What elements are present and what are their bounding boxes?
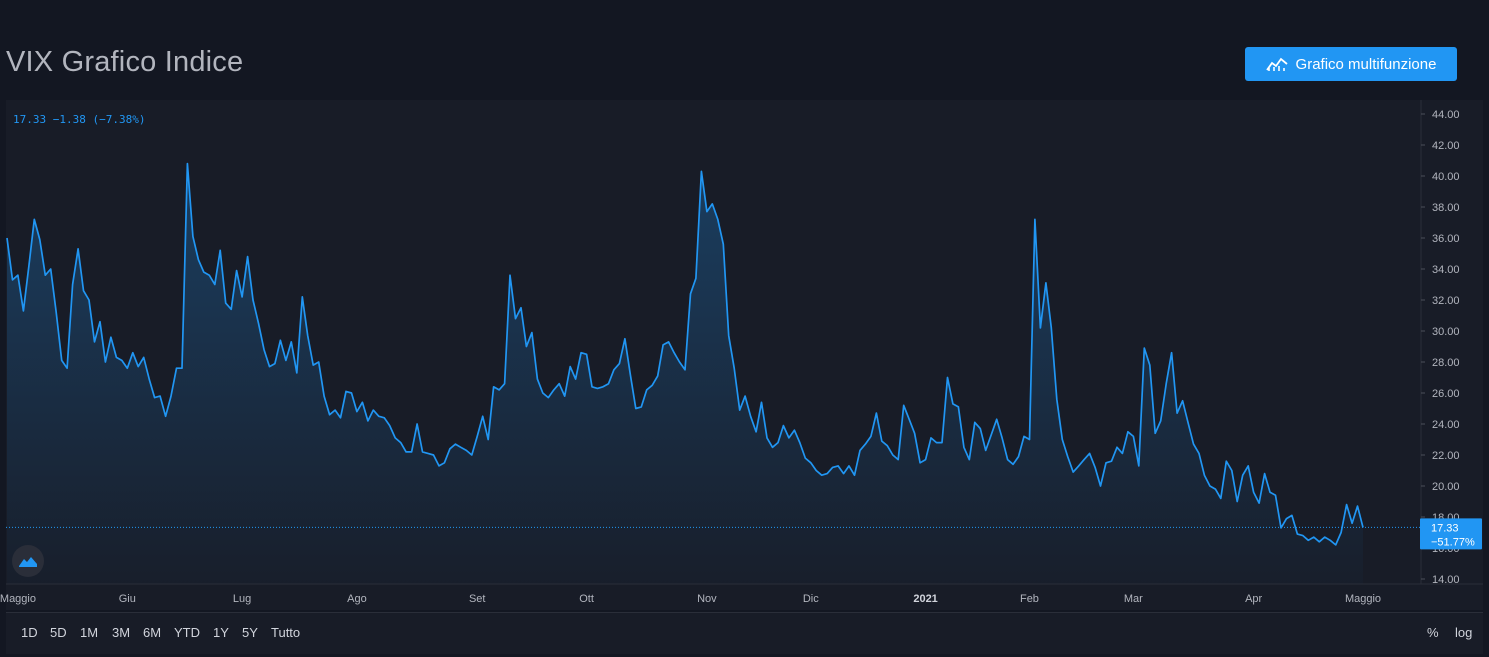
range-3m-button[interactable]: 3M: [112, 625, 131, 640]
y-tick-label: 32.00: [1432, 295, 1460, 307]
range-all-button[interactable]: Tutto: [271, 625, 301, 640]
x-tick-label: Dic: [803, 593, 819, 605]
y-tick-label: 24.00: [1432, 419, 1460, 431]
y-tick-label: 40.00: [1432, 171, 1460, 183]
range-5d-button[interactable]: 5D: [50, 625, 67, 640]
last-price-value: 17.33: [1431, 522, 1459, 534]
series-line: [6, 162, 1364, 546]
x-tick-label: Nov: [697, 593, 717, 605]
x-tick-label: Giu: [119, 593, 136, 605]
series-area: [7, 163, 1363, 584]
percent-scale-toggle[interactable]: %: [1427, 625, 1439, 640]
range-1d-button[interactable]: 1D: [21, 625, 38, 640]
tradingview-logo-icon[interactable]: [12, 545, 44, 577]
y-tick-label: 14.00: [1432, 574, 1460, 586]
range-ytd-button[interactable]: YTD: [174, 625, 200, 640]
range-6m-button[interactable]: 6M: [143, 625, 162, 640]
y-tick-label: 22.00: [1432, 450, 1460, 462]
last-price-label: 17.33 −51.77%: [1420, 518, 1482, 550]
price-readout: 17.33 −1.38 (−7.38%): [13, 113, 146, 126]
x-tick-label: Maggio: [1345, 593, 1381, 605]
range-5y-button[interactable]: 5Y: [242, 625, 258, 640]
y-tick-label: 36.00: [1432, 233, 1460, 245]
chart-line-icon: [1265, 56, 1288, 72]
x-tick-label: Lug: [233, 593, 251, 605]
y-tick-label: 30.00: [1432, 326, 1460, 338]
log-scale-toggle[interactable]: log: [1455, 625, 1473, 640]
y-tick-label: 26.00: [1432, 388, 1460, 400]
y-tick-label: 28.00: [1432, 357, 1460, 369]
range-toolbar: 1D 5D 1M 3M 6M YTD 1Y 5Y Tutto % log: [6, 612, 1483, 654]
y-tick-label: 20.00: [1432, 481, 1460, 493]
y-tick-label: 34.00: [1432, 264, 1460, 276]
multifunction-chart-button-label: Grafico multifunzione: [1295, 55, 1437, 73]
x-tick-label: Set: [469, 593, 486, 605]
x-tick-label: Feb: [1020, 593, 1039, 605]
x-tick-label: Ago: [347, 593, 367, 605]
y-tick-label: 44.00: [1432, 109, 1460, 121]
range-1y-button[interactable]: 1Y: [213, 625, 229, 640]
last-price-change: −51.77%: [1431, 536, 1475, 548]
page-title: VIX Grafico Indice: [6, 46, 244, 78]
x-tick-label: Apr: [1245, 593, 1262, 605]
x-tick-label: Maggio: [0, 593, 36, 605]
x-tick-label: Ott: [579, 593, 594, 605]
x-tick-label: 2021: [913, 593, 937, 605]
y-tick-label: 42.00: [1432, 140, 1460, 152]
multifunction-chart-button[interactable]: Grafico multifunzione: [1245, 47, 1457, 81]
x-tick-label: Mar: [1124, 593, 1143, 605]
range-1m-button[interactable]: 1M: [80, 625, 99, 640]
y-tick-label: 38.00: [1432, 202, 1460, 214]
